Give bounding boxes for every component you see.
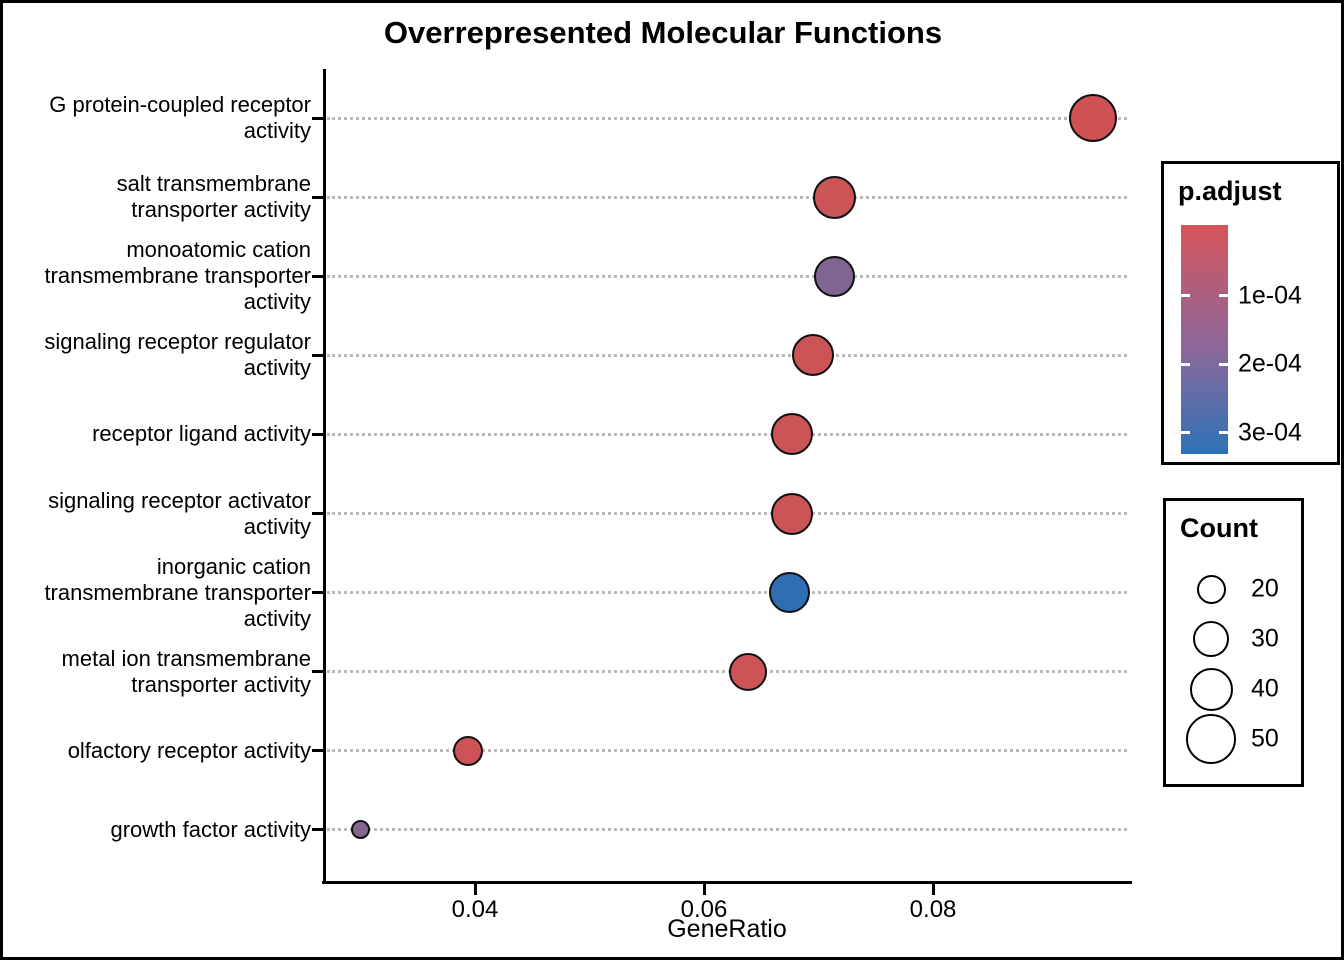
data-point <box>813 175 857 219</box>
gradient-tick-left <box>1181 362 1190 366</box>
count-legend-circle <box>1193 621 1229 657</box>
y-axis-label: G protein-coupled receptor activity <box>49 92 311 143</box>
gridline <box>327 749 1127 753</box>
count-legend-label: 30 <box>1251 624 1279 653</box>
gridline <box>327 432 1127 436</box>
gridline <box>327 274 1127 278</box>
count-legend-circle <box>1196 574 1226 604</box>
x-axis-tick-label: 0.04 <box>451 896 499 923</box>
gridline <box>327 828 1127 832</box>
count-legend-label: 40 <box>1251 674 1279 703</box>
data-point <box>1069 94 1118 142</box>
data-point <box>769 572 811 614</box>
count-legend-title: Count <box>1180 513 1258 543</box>
y-axis-label: monoatomic cation transmembrane transpor… <box>44 237 311 315</box>
count-legend-label: 20 <box>1251 574 1279 603</box>
data-point <box>728 652 767 691</box>
gradient-tick-right <box>1219 294 1228 298</box>
y-axis-label: inorganic cation transmembrane transport… <box>44 553 311 631</box>
y-axis-label: signaling receptor activator activity <box>48 487 311 539</box>
y-axis-tick <box>312 670 325 674</box>
chart-title: Overrepresented Molecular Functions <box>383 15 943 50</box>
x-axis-title: GeneRatio <box>667 915 787 943</box>
data-point <box>453 735 484 766</box>
gradient-tick-label: 1e-04 <box>1238 281 1302 310</box>
y-axis-label: receptor ligand activity <box>92 421 311 447</box>
count-legend-label: 50 <box>1251 724 1279 753</box>
gradient-tick-right <box>1219 431 1228 435</box>
data-point <box>771 413 814 456</box>
x-axis-tick <box>473 882 477 895</box>
data-point <box>350 820 370 840</box>
y-axis-tick <box>312 274 325 278</box>
gridline <box>327 512 1127 516</box>
y-axis-tick <box>312 116 325 120</box>
gridline <box>327 116 1127 120</box>
y-axis-tick <box>312 353 325 357</box>
gradient-tick-label: 3e-04 <box>1238 418 1302 447</box>
gradient-tick-label: 2e-04 <box>1238 349 1302 378</box>
y-axis-label: signaling receptor regulator activity <box>44 329 311 381</box>
y-axis-tick <box>312 828 325 832</box>
y-axis-tick <box>312 749 325 753</box>
padjust-legend: p.adjust 1e-04 2e-04 3e-04 <box>1161 161 1340 465</box>
data-point <box>771 492 814 535</box>
x-axis-tick-label: 0.06 <box>680 896 728 923</box>
count-legend-circle <box>1189 667 1233 711</box>
y-axis-tick <box>312 195 325 199</box>
y-axis-label: olfactory receptor activity <box>67 737 311 763</box>
data-point <box>791 334 834 377</box>
padjust-gradient-bar <box>1181 225 1228 454</box>
y-axis-tick <box>312 512 325 516</box>
gradient-tick-right <box>1219 362 1228 366</box>
gradient-tick-left <box>1181 431 1190 435</box>
x-axis-tick <box>931 882 935 895</box>
y-axis-line <box>323 69 326 884</box>
count-legend: Count 20 30 40 50 <box>1163 498 1304 787</box>
y-axis-label: salt transmembrane transporter activity <box>116 171 311 223</box>
count-legend-circle <box>1186 714 1236 764</box>
x-axis-tick <box>702 882 706 895</box>
gradient-tick-left <box>1181 294 1190 298</box>
x-axis-tick-label: 0.08 <box>909 896 957 923</box>
x-axis-line <box>322 881 1132 884</box>
padjust-legend-title: p.adjust <box>1178 176 1282 206</box>
y-axis-label: metal ion transmembrane transporter acti… <box>61 645 311 697</box>
y-axis-tick <box>312 591 325 595</box>
gridline <box>327 670 1127 674</box>
y-axis-label: growth factor activity <box>110 817 311 843</box>
y-axis-tick <box>312 432 325 436</box>
data-point <box>814 255 856 297</box>
gridline <box>327 591 1127 595</box>
gridline <box>327 195 1127 199</box>
gridline <box>327 353 1127 357</box>
